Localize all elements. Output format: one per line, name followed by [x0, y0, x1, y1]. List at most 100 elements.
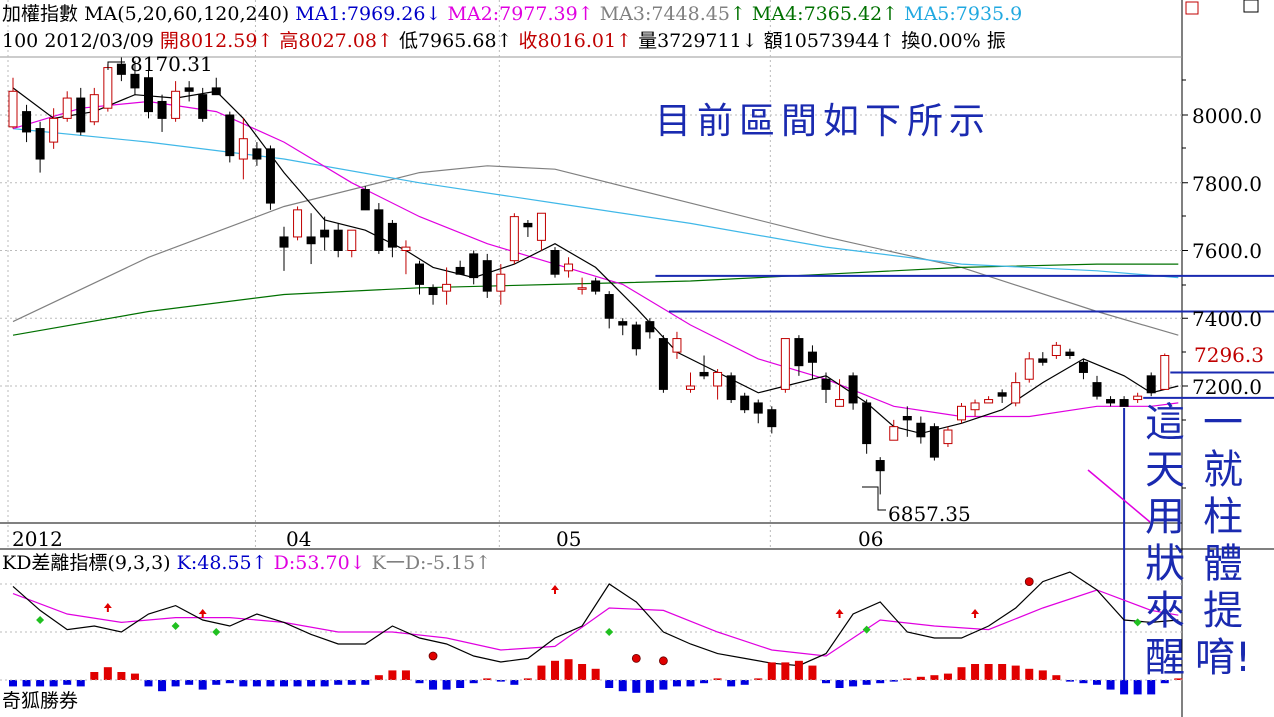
candle-body — [455, 266, 465, 275]
header-row-1: 加權指數 MA(5,20,60,120,240) MA1:7969.26↓ MA… — [2, 3, 1023, 25]
candle-body — [984, 399, 994, 404]
kd-hist-bar — [1160, 680, 1169, 684]
candle-body — [618, 321, 628, 326]
kd-hist-bar — [144, 680, 153, 687]
kd-hist-bar — [754, 678, 763, 680]
candle-body — [943, 429, 953, 445]
ma1-value: MA1:7969.26 — [295, 3, 426, 25]
candle-body — [225, 114, 235, 157]
candle-body — [645, 321, 655, 333]
kd-hist-bar — [1052, 675, 1061, 680]
kd-hist-bar — [984, 664, 993, 680]
y-tick-label: 7600.0 — [1192, 239, 1262, 263]
candle-body — [333, 229, 343, 252]
kd-hist-bar — [36, 680, 45, 687]
row-index: 100 — [2, 30, 39, 52]
annotation-char: 這 — [1145, 400, 1185, 446]
candle-body — [523, 222, 533, 228]
kd-hist-bar — [591, 668, 600, 680]
kd-hist-bar — [943, 673, 952, 680]
last-price-label: 7296.3 — [1194, 343, 1264, 367]
kd-hist-bar — [1093, 680, 1101, 685]
close-value: 收8016.01 — [518, 30, 617, 52]
kd-hist-bar — [578, 664, 587, 680]
kd-hist-bar — [659, 680, 668, 690]
ma5-value: MA5:7935.9 — [904, 3, 1023, 25]
kd-hist-bar — [1065, 680, 1074, 682]
candle-body — [211, 87, 221, 96]
annotation-char: 狀 — [1145, 541, 1185, 587]
candle-body — [997, 392, 1007, 397]
kd-hist-bar — [672, 680, 681, 687]
x-tick-label: 04 — [286, 527, 312, 551]
kd-hist-bar — [496, 680, 505, 682]
kd-turn-dot-icon — [631, 654, 641, 663]
kd-hist-bar — [618, 680, 627, 692]
kd-hist-bar — [49, 680, 58, 687]
x-tick-label: 06 — [858, 527, 884, 551]
candle-body — [252, 148, 262, 160]
kd-hist-bar — [1038, 670, 1047, 680]
kd-hist-bar — [63, 680, 72, 685]
candle-body — [875, 460, 885, 472]
annotation-char: 一 — [1203, 400, 1243, 446]
kd-hist-bar — [930, 675, 939, 680]
kd-cross-up-icon — [551, 585, 559, 594]
annotation-title: 目前區間如下所示 — [655, 101, 992, 142]
ma3-value: MA3:7448.45 — [599, 3, 730, 25]
kd-hist-bar — [971, 664, 980, 680]
candle-body — [821, 378, 831, 390]
kd-hist-bar — [469, 680, 478, 684]
kd-diff-value: K一D:-5.15 — [371, 552, 476, 574]
candle-body — [496, 273, 506, 292]
candle-body — [807, 351, 817, 363]
candle-body — [1038, 358, 1048, 363]
candle-body — [564, 263, 574, 272]
kd-hist-bar — [361, 680, 370, 685]
kd-hist-bar — [700, 680, 709, 684]
annotation-char: 唷! — [1194, 635, 1252, 681]
candle-body — [49, 117, 59, 143]
candle-body — [604, 294, 614, 319]
ma2-line — [12, 100, 1179, 418]
kd-hist-bar — [1079, 680, 1088, 684]
annotation-char: 來 — [1145, 588, 1185, 634]
kd-hist-bar — [185, 680, 194, 685]
candle-body — [401, 246, 411, 252]
candle-body — [929, 426, 939, 458]
kd-hist-bar — [849, 680, 858, 687]
kd-hist-bar — [388, 670, 397, 680]
kd-hist-bar — [1120, 680, 1129, 695]
candle-body — [184, 87, 194, 92]
candle-body — [631, 324, 641, 350]
kd-hist-bar — [767, 662, 776, 680]
annotation-char: 醒 — [1145, 635, 1185, 681]
candle-body — [1146, 375, 1156, 394]
candle-body — [374, 209, 384, 252]
y-tick-label: 7400.0 — [1192, 307, 1262, 331]
candle-body — [238, 138, 248, 160]
kd-k-value: K:48.55 — [176, 552, 252, 574]
candle-body — [116, 63, 126, 75]
kd-cross-down-icon — [605, 628, 614, 636]
kd-cross-down-icon — [212, 628, 221, 636]
kd-hist-bar — [1133, 680, 1142, 695]
kd-hist-bar — [90, 672, 99, 680]
kd-hist-bar — [9, 680, 17, 687]
candle-body — [130, 73, 140, 89]
kd-hist-bar — [645, 680, 654, 693]
kd-hist-bar — [76, 680, 85, 687]
candle-body — [306, 236, 316, 245]
ma3-line — [12, 165, 1179, 336]
candle-body — [794, 338, 804, 367]
kd-d-value: D:53.70 — [273, 552, 350, 574]
ma4-value: MA4:7365.42 — [751, 3, 883, 25]
y-tick-label: 8000.0 — [1192, 104, 1262, 128]
kd-hist-bar — [22, 680, 31, 687]
candle-body — [957, 405, 966, 421]
candle-body — [536, 212, 546, 241]
high-marker-label: 8170.31 — [130, 52, 213, 76]
candle-body — [415, 263, 424, 285]
candle-body — [22, 111, 32, 133]
kd-hist-bar — [117, 672, 126, 680]
